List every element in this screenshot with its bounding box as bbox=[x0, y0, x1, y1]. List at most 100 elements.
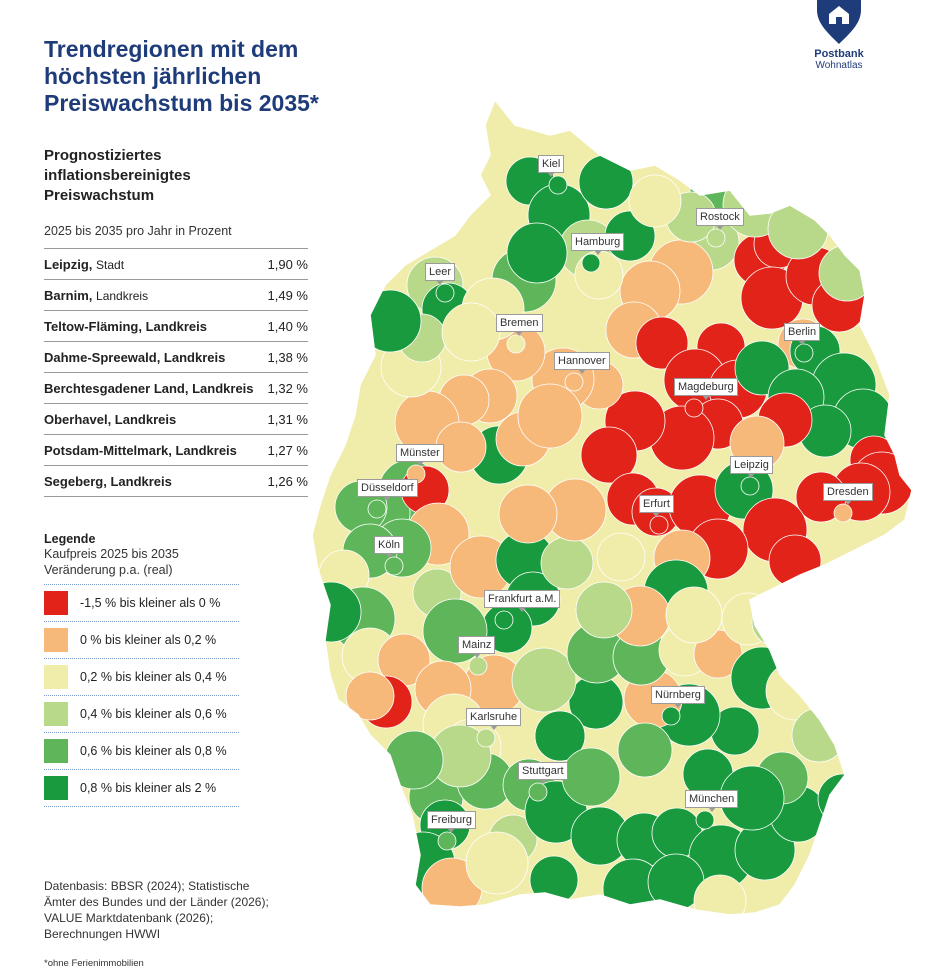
ranking-value: 1,32 % bbox=[267, 380, 308, 396]
map-region bbox=[575, 581, 633, 639]
city-label: Frankfurt a.M. bbox=[484, 590, 561, 612]
legend-item: 0 % bis kleiner als 0,2 % bbox=[44, 622, 239, 659]
source-line: VALUE Marktdatenbank (2026); bbox=[44, 911, 214, 925]
map-region bbox=[441, 302, 501, 362]
map-region bbox=[312, 581, 362, 643]
map-region bbox=[817, 773, 869, 825]
ranking-name: Segeberg, Landkreis bbox=[44, 473, 172, 489]
city-area bbox=[384, 556, 404, 576]
ranking-table: Leipzig, Stadt 1,90 % Barnim, Landkreis … bbox=[44, 248, 308, 497]
city-label: München bbox=[685, 790, 739, 812]
legend-swatch bbox=[44, 628, 68, 652]
legend-label: 0,4 % bis kleiner als 0,6 % bbox=[80, 707, 227, 721]
germany-map-svg bbox=[311, 99, 913, 916]
city-label: Nürnberg bbox=[651, 686, 705, 708]
legend-swatch bbox=[44, 776, 68, 800]
ranking-name: Potsdam-Mittelmark, Landkreis bbox=[44, 442, 237, 458]
ranking-row: Segeberg, Landkreis 1,26 % bbox=[44, 466, 308, 497]
ranking-name-cell: Potsdam-Mittelmark, Landkreis bbox=[44, 443, 237, 458]
ranking-row: Teltow-Fläming, Landkreis 1,40 % bbox=[44, 311, 308, 342]
map-region bbox=[540, 536, 594, 590]
logo-sub: Wohnatlas bbox=[815, 60, 863, 71]
map-region bbox=[818, 244, 876, 302]
map-region bbox=[498, 484, 558, 544]
ranking-heading: Prognostiziertes inflationsbereinigtes P… bbox=[44, 146, 304, 206]
map-region bbox=[529, 855, 579, 905]
map-region bbox=[511, 647, 577, 713]
map-region bbox=[578, 154, 634, 210]
map-legend: Legende Kaufpreis 2025 bis 2035 Veränder… bbox=[44, 532, 239, 807]
ranking-row: Leipzig, Stadt 1,90 % bbox=[44, 248, 308, 280]
footnote: *ohne Ferienimmobilien bbox=[44, 958, 144, 969]
map-region bbox=[617, 722, 673, 778]
ranking-name: Barnim, bbox=[44, 287, 93, 303]
ranking-name-cell: Oberhavel, Landkreis bbox=[44, 412, 176, 427]
map-pin-house-icon bbox=[817, 0, 861, 44]
ranking-kind: Landkreis bbox=[96, 288, 149, 303]
map-region bbox=[534, 710, 586, 762]
city-label: Erfurt bbox=[639, 495, 674, 517]
source-line: Datenbasis: BBSR (2024); Statistische bbox=[44, 879, 250, 893]
map-region bbox=[794, 570, 850, 626]
legend-label: 0,8 % bis kleiner als 2 % bbox=[80, 781, 217, 795]
city-label: Magdeburg bbox=[674, 378, 738, 400]
map-region bbox=[628, 174, 682, 228]
subhead-line: inflationsbereinigtes bbox=[44, 167, 191, 184]
map-region bbox=[517, 383, 583, 449]
map-region bbox=[767, 198, 829, 260]
city-area bbox=[661, 706, 681, 726]
data-source: Datenbasis: BBSR (2024); Statistische Äm… bbox=[44, 878, 304, 942]
map-region bbox=[384, 730, 444, 790]
ranking-value: 1,49 % bbox=[267, 287, 308, 303]
ranking-row: Barnim, Landkreis 1,49 % bbox=[44, 280, 308, 311]
city-area bbox=[468, 656, 488, 676]
map-region bbox=[768, 534, 822, 588]
map-region bbox=[358, 289, 422, 353]
ranking-name: Dahme-Spreewald, Landkreis bbox=[44, 349, 226, 365]
legend-item: 0,2 % bis kleiner als 0,4 % bbox=[44, 659, 239, 696]
legend-swatch bbox=[44, 702, 68, 726]
legend-swatch bbox=[44, 739, 68, 763]
legend-item: 0,8 % bis kleiner als 2 % bbox=[44, 770, 239, 807]
city-label: Dresden bbox=[823, 483, 873, 505]
title-line: Trendregionen mit dem bbox=[44, 36, 299, 62]
ranking-value: 1,27 % bbox=[267, 442, 308, 458]
subhead-line: Prognostiziertes bbox=[44, 147, 162, 164]
city-area bbox=[740, 476, 760, 496]
map-region bbox=[846, 622, 912, 688]
map-region bbox=[345, 671, 395, 721]
legend-item: 0,4 % bis kleiner als 0,6 % bbox=[44, 696, 239, 733]
city-area bbox=[695, 810, 715, 830]
city-label: Leer bbox=[425, 263, 456, 285]
page-title: Trendregionen mit dem höchsten jährliche… bbox=[44, 36, 364, 117]
ranking-value: 1,38 % bbox=[267, 349, 308, 365]
city-label: Leipzig bbox=[730, 456, 773, 478]
map-region bbox=[596, 532, 646, 582]
subhead-line: Preiswachstum bbox=[44, 187, 155, 204]
city-area bbox=[649, 515, 669, 535]
city-label: Düsseldorf bbox=[357, 479, 418, 501]
city-area bbox=[548, 175, 568, 195]
city-label: Hamburg bbox=[571, 233, 625, 255]
title-line: Preiswachstum bis 2035* bbox=[44, 90, 319, 116]
ranking-name: Oberhavel, Landkreis bbox=[44, 411, 177, 427]
legend-swatch bbox=[44, 591, 68, 615]
city-area bbox=[684, 398, 704, 418]
source-line: Berechnungen HWWI bbox=[44, 927, 161, 941]
ranking-name: Teltow-Fläming, Landkreis bbox=[44, 318, 208, 334]
city-label: Freiburg bbox=[427, 811, 476, 833]
city-area bbox=[794, 343, 814, 363]
city-area bbox=[506, 334, 526, 354]
map-region bbox=[506, 222, 568, 284]
ranking-unit: 2025 bis 2035 pro Jahr in Prozent bbox=[44, 224, 232, 238]
city-area bbox=[706, 228, 726, 248]
source-line: Ämter des Bundes und der Länder (2026); bbox=[44, 895, 269, 909]
city-label: Karlsruhe bbox=[466, 708, 522, 730]
legend-subline: Kaufpreis 2025 bis 2035 bbox=[44, 547, 179, 561]
ranking-value: 1,90 % bbox=[267, 256, 308, 272]
map-region bbox=[580, 426, 638, 484]
legend-label: 0 % bis kleiner als 0,2 % bbox=[80, 633, 217, 647]
city-label: Bremen bbox=[496, 314, 543, 336]
logo-brand: Postbank bbox=[814, 48, 864, 60]
legend-label: 0,2 % bis kleiner als 0,4 % bbox=[80, 670, 227, 684]
